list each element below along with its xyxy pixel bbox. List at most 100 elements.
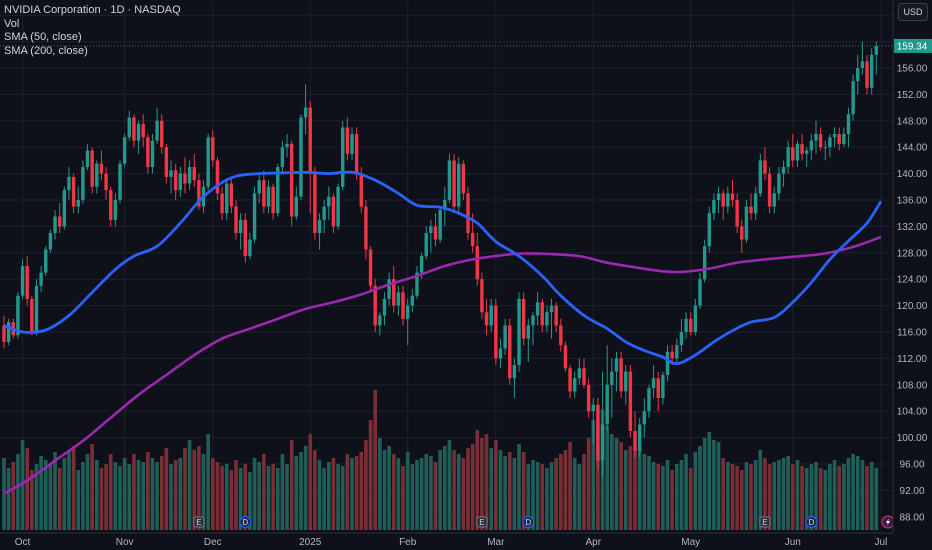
candle-body [2, 325, 6, 342]
volume-bar [675, 464, 679, 530]
volume-bar [568, 442, 572, 530]
volume-bar [104, 464, 108, 530]
volume-bar [331, 458, 336, 530]
volume-bar [206, 434, 210, 530]
volume-bar [16, 454, 20, 530]
candle-body [99, 163, 104, 174]
volume-bar [795, 460, 800, 530]
candle-body [345, 127, 350, 154]
volume-bar [127, 464, 132, 530]
candle-body [489, 305, 493, 326]
candle-body [155, 120, 159, 141]
volume-bar [698, 446, 702, 530]
volume-bar [521, 452, 526, 530]
legend-sma200[interactable]: SMA (200, close) [4, 44, 88, 57]
volume-bar [605, 426, 609, 530]
volume-bar [461, 458, 466, 530]
marker-label: D [242, 518, 248, 527]
candle-body [624, 371, 628, 392]
volume-bar [271, 464, 275, 530]
candle-body [596, 404, 600, 461]
dividend-marker-icon[interactable]: D [522, 516, 535, 528]
volume-bar [586, 438, 591, 530]
candle-body [238, 219, 243, 233]
volume-bar [285, 464, 289, 530]
candle-body [104, 173, 108, 191]
candle-body [633, 431, 637, 451]
volume-bar [842, 464, 846, 530]
legend-volume[interactable]: Vol [4, 17, 20, 30]
volume-bar [57, 468, 62, 530]
volume-bar [647, 456, 651, 530]
candle-body [132, 117, 136, 141]
time-tick-label: 2025 [299, 537, 322, 548]
candle-body [535, 302, 540, 316]
time-tick-label: Dec [204, 537, 222, 548]
volume-bar [294, 456, 299, 530]
marker-label: E [479, 518, 484, 527]
candle-body [744, 206, 749, 240]
candle-body [405, 305, 410, 319]
candle-body [122, 137, 127, 164]
time-tick-label: Apr [585, 537, 601, 548]
volume-bar [197, 446, 201, 530]
volume-bar [549, 462, 554, 530]
candle-body [582, 368, 586, 385]
volume-bar [688, 468, 693, 530]
volume-bar [382, 450, 387, 530]
earnings-marker-icon[interactable]: E [759, 516, 771, 528]
candle-body [684, 318, 688, 332]
candle-body [248, 239, 252, 257]
time-tick-label: May [681, 537, 700, 548]
candle-body [586, 384, 591, 412]
candle-body [285, 143, 289, 148]
flash-icon[interactable] [881, 515, 895, 529]
candle-body [610, 371, 614, 385]
dividend-marker-icon[interactable]: D [805, 516, 818, 528]
candle-body [707, 213, 711, 247]
candle-body [266, 186, 271, 207]
candle-body [735, 200, 739, 227]
candle-body [173, 170, 178, 191]
candle-body [856, 68, 860, 82]
candle-body [809, 140, 814, 151]
candle-body [749, 206, 753, 214]
candle-body [637, 424, 642, 451]
symbol-title[interactable]: NVIDIA Corporation · 1D · NASDAQ [4, 4, 181, 16]
volume-bar [874, 468, 879, 530]
candle-body [382, 299, 387, 316]
volume-bar [169, 464, 173, 530]
candle-body [494, 305, 498, 359]
volume-bar [614, 438, 619, 530]
price-tick-label: 140.00 [897, 169, 928, 180]
candle-body [457, 163, 461, 207]
volume-bar [308, 434, 313, 530]
candle-body [781, 167, 786, 174]
currency-button[interactable]: USD [898, 3, 928, 21]
earnings-marker-icon[interactable]: E [476, 516, 488, 528]
legend-sma50[interactable]: SMA (50, close) [4, 31, 82, 43]
candle-body [410, 295, 415, 306]
candle-body [689, 318, 693, 332]
earnings-marker-icon[interactable]: E [193, 516, 205, 528]
volume-bar [183, 448, 187, 530]
volume-bar [53, 452, 57, 530]
candle-body [220, 193, 224, 214]
candle-body [118, 163, 122, 200]
candle-body [317, 219, 322, 233]
candle-body [424, 233, 428, 257]
volume-bar [837, 466, 841, 530]
candle-body [57, 216, 62, 227]
candle-body [322, 206, 326, 220]
volume-bar [651, 462, 656, 530]
candle-body [113, 200, 118, 220]
candle-body [433, 226, 438, 240]
volume-bar [582, 454, 586, 530]
volume-bar [447, 440, 452, 530]
candle-body [160, 120, 164, 148]
candle-body [772, 193, 776, 207]
candle-body [187, 167, 192, 184]
dividend-marker-icon[interactable]: D [239, 516, 252, 528]
volume-bar [726, 462, 730, 530]
